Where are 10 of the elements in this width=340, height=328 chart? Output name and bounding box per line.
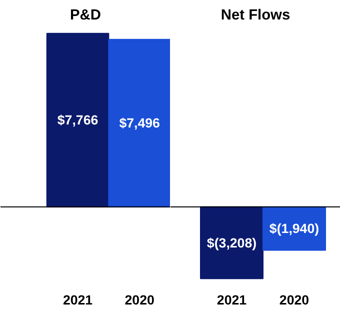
x-tick-label: 2021 bbox=[216, 292, 248, 308]
data-label: $(3,208) bbox=[206, 235, 257, 250]
data-label: $7,496 bbox=[119, 116, 160, 131]
x-tick-label: 2020 bbox=[279, 292, 310, 308]
chart-title: P&D bbox=[70, 8, 101, 24]
data-label: $7,766 bbox=[57, 112, 98, 128]
x-tick-label: 2021 bbox=[62, 292, 94, 308]
chart-title: Net Flows bbox=[220, 8, 290, 24]
data-label: $(1,940) bbox=[269, 221, 320, 236]
x-tick-label: 2020 bbox=[124, 292, 154, 308]
